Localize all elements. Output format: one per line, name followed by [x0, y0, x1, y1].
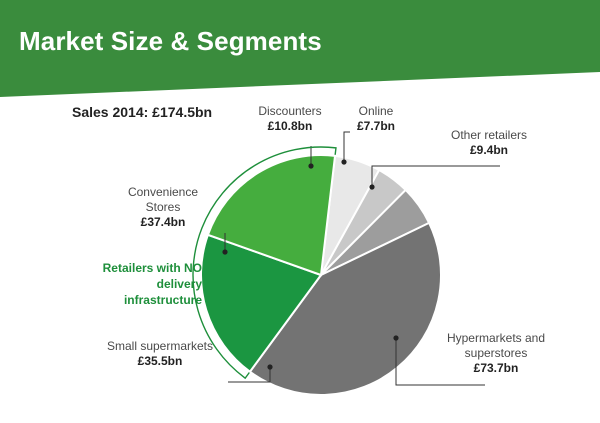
- pie-slice-small-supermarkets: [200, 233, 323, 374]
- leader-line-online: [343, 131, 350, 162]
- total-sales-label: Sales 2014: £174.5bn: [72, 104, 213, 120]
- label-online: Online £7.7bn: [341, 104, 411, 134]
- leader-dot-convenience-stores: [222, 249, 228, 255]
- leader-dot-small-supermarkets: [267, 364, 273, 370]
- label-small-supermarkets: Small supermarkets £35.5bn: [105, 339, 215, 369]
- label-hypermarkets-value: £73.7bn: [473, 361, 519, 375]
- leader-line-other-retailers: [371, 165, 500, 187]
- label-other-retailers-value: £9.4bn: [469, 143, 508, 157]
- no-delivery-bracket: [192, 146, 337, 380]
- pie-slice-convenience-stores: [206, 154, 337, 277]
- leader-dot-discounters: [308, 163, 314, 169]
- page-title: Market Size & Segments: [19, 26, 322, 56]
- label-hypermarkets-name: Hypermarkets and superstores: [446, 331, 546, 360]
- header-banner: Market Size & Segments: [0, 0, 600, 100]
- label-small-supermarkets-name: Small supermarkets: [106, 339, 214, 353]
- label-other-retailers: Other retailers £9.4bn: [434, 128, 544, 158]
- label-convenience-stores: Convenience Stores £37.4bn: [118, 185, 208, 230]
- leader-dot-other-retailers: [369, 184, 375, 190]
- label-discounters-name: Discounters: [258, 104, 322, 118]
- leader-dot-hypermarkets-and-superstores: [393, 335, 399, 341]
- label-other-retailers-name: Other retailers: [450, 128, 528, 142]
- label-hypermarkets: Hypermarkets and superstores £73.7bn: [436, 331, 556, 376]
- label-convenience-stores-name: Convenience Stores: [127, 185, 199, 214]
- label-discounters-value: £10.8bn: [267, 119, 313, 133]
- pie-slice-hypermarkets-and-superstores: [248, 221, 443, 396]
- leader-line-hypermarkets-and-superstores: [395, 338, 485, 386]
- no-delivery-annotation: Retailers with NO delivery infrastructur…: [102, 261, 202, 307]
- label-online-name: Online: [358, 104, 394, 118]
- leader-line-small-supermarkets: [228, 367, 271, 383]
- label-online-value: £7.7bn: [356, 119, 395, 133]
- header-background: [0, 0, 600, 97]
- label-discounters: Discounters £10.8bn: [248, 104, 332, 134]
- label-convenience-stores-value: £37.4bn: [140, 215, 186, 229]
- leader-dot-online: [341, 159, 347, 165]
- label-small-supermarkets-value: £35.5bn: [137, 354, 183, 368]
